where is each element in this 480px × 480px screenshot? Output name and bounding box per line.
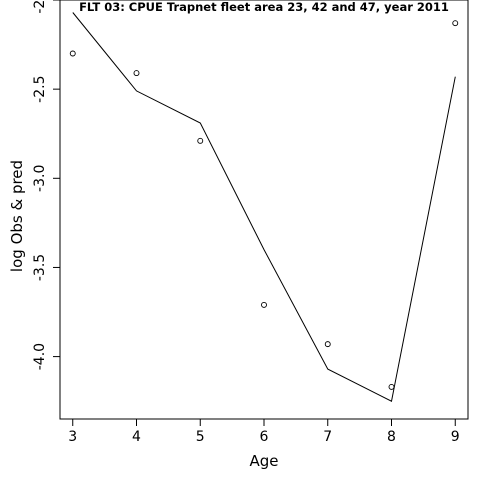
y-axis-label: log Obs & pred: [8, 160, 26, 272]
chart-title: FLT 03: CPUE Trapnet fleet area 23, 42 a…: [79, 0, 449, 14]
y-axis: -2.0 -2.5 -3.0 -3.5 -4.0: [32, 0, 60, 370]
series-points: [69, 20, 459, 390]
y-tick-label: -2.0: [32, 0, 48, 14]
x-tick-label: 6: [260, 429, 269, 445]
x-tick-label: 8: [387, 429, 396, 445]
y-tick-label: -2.5: [32, 75, 48, 102]
x-tick-label: 7: [323, 429, 332, 445]
data-point: [324, 341, 331, 348]
y-tick-label: -3.5: [32, 254, 48, 281]
y-tick-label: -4.0: [32, 343, 48, 370]
data-point: [388, 383, 395, 390]
y-tick-label: -3.0: [32, 165, 48, 192]
data-point: [69, 50, 76, 57]
series-line: [72, 12, 456, 402]
plot-frame: [59, 0, 469, 420]
x-axis: 3 4 5 6 7 8 9: [68, 419, 460, 445]
x-tick-label: 3: [68, 429, 77, 445]
data-point: [197, 137, 204, 144]
data-point: [261, 301, 267, 308]
x-tick-label: 9: [451, 429, 460, 445]
x-axis-label: Age: [249, 452, 278, 470]
data-point: [452, 20, 459, 27]
x-tick-label: 5: [196, 429, 205, 445]
data-point: [133, 70, 140, 77]
x-tick-label: 4: [132, 429, 141, 445]
